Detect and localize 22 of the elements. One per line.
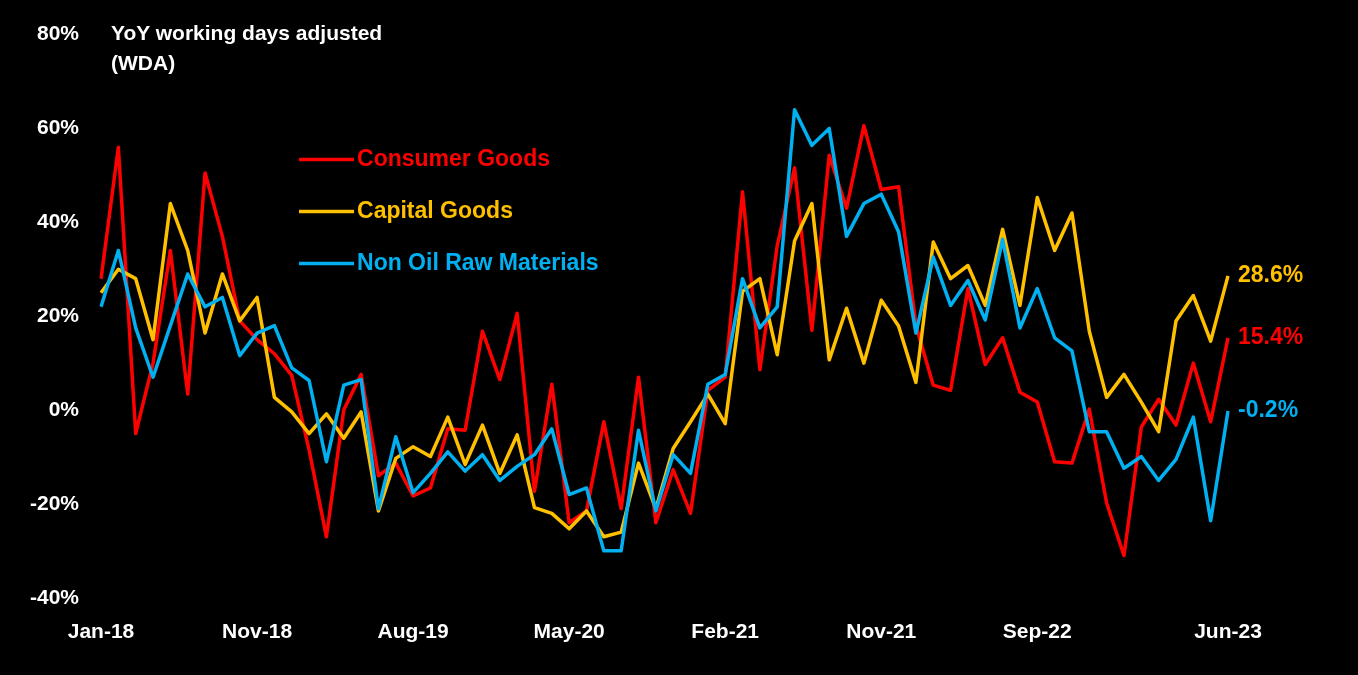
legend-label: Non Oil Raw Materials — [357, 248, 599, 275]
chart-title: YoY working days adjusted (WDA) — [111, 21, 383, 75]
y-tick-label: 40% — [36, 209, 80, 233]
legend-label: Consumer Goods — [357, 144, 550, 171]
x-tick-label: Aug-19 — [377, 619, 449, 643]
y-tick-label: -20% — [29, 490, 80, 514]
y-tick-label: -40% — [29, 584, 80, 608]
x-tick-label: Sep-22 — [1002, 619, 1072, 643]
y-tick-label: 0% — [48, 396, 80, 420]
x-tick-label: May-20 — [533, 619, 605, 643]
y-tick-label: 80% — [36, 21, 80, 45]
data-label: -0.2% — [1238, 396, 1299, 423]
data-label: 28.6% — [1238, 261, 1304, 288]
data-label: 15.4% — [1238, 323, 1304, 350]
legend-label: Capital Goods — [357, 196, 513, 223]
x-tick-label: Jun-23 — [1194, 619, 1262, 643]
x-tick-label: Nov-21 — [846, 619, 917, 643]
x-tick-label: Jan-18 — [67, 619, 135, 643]
x-tick-label: Nov-18 — [222, 619, 293, 643]
y-tick-label: 60% — [36, 115, 80, 139]
y-tick-label: 20% — [36, 303, 80, 326]
x-tick-label: Feb-21 — [691, 619, 760, 643]
